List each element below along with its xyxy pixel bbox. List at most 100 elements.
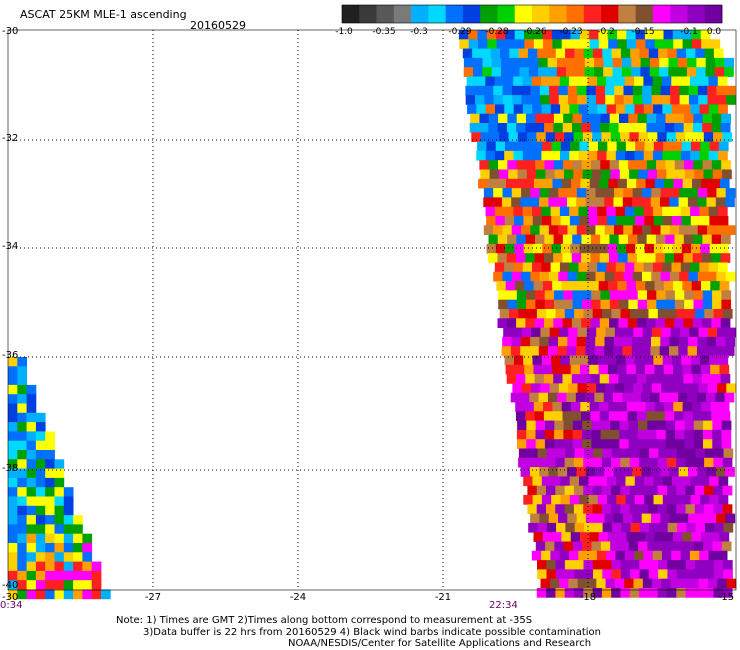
swath-cell bbox=[681, 355, 691, 366]
swath-cell bbox=[722, 309, 733, 319]
swath-cell bbox=[73, 543, 83, 553]
swath-cell bbox=[613, 392, 623, 403]
swath-cell bbox=[35, 580, 46, 590]
swath-cell bbox=[698, 578, 709, 589]
swath-cell bbox=[704, 588, 714, 598]
swath-cell bbox=[657, 560, 668, 570]
swath-cell bbox=[516, 253, 526, 263]
swath-cell bbox=[603, 67, 613, 77]
swath-cell bbox=[712, 439, 722, 449]
swath-cell bbox=[719, 364, 730, 375]
swath-cell bbox=[639, 448, 650, 459]
swath-cell bbox=[614, 383, 625, 394]
swath-cell bbox=[629, 504, 640, 514]
swath-cell bbox=[717, 578, 727, 589]
swath-cell bbox=[596, 327, 606, 338]
swath-cell bbox=[591, 290, 601, 301]
swath-cell bbox=[554, 439, 564, 449]
swath-cell bbox=[523, 355, 533, 366]
swath-cell bbox=[636, 39, 646, 49]
swath-cell bbox=[707, 271, 717, 282]
swath-cell bbox=[659, 57, 669, 68]
swath-cell bbox=[554, 299, 564, 310]
swath-cell bbox=[537, 560, 547, 570]
swath-cell bbox=[491, 57, 502, 68]
swath-cell bbox=[722, 504, 733, 514]
swath-cell bbox=[716, 271, 727, 282]
swath-cell bbox=[611, 569, 622, 580]
swath-cell bbox=[667, 48, 678, 59]
swath-cell bbox=[690, 355, 701, 366]
swath-cell bbox=[690, 216, 701, 226]
swath-cell bbox=[633, 383, 643, 394]
swath-cell bbox=[485, 76, 495, 87]
swath-cell bbox=[676, 485, 686, 496]
swath-cell bbox=[17, 384, 27, 395]
swath-cell bbox=[554, 420, 564, 431]
swath-cell bbox=[550, 104, 561, 115]
swath-cell bbox=[638, 420, 648, 431]
swath-cell bbox=[649, 67, 660, 77]
swath-cell bbox=[602, 309, 612, 319]
swath-cell bbox=[652, 76, 663, 87]
swath-cell bbox=[639, 309, 649, 319]
swath-cell bbox=[605, 327, 616, 338]
swath-cell bbox=[571, 318, 582, 328]
swath-cell bbox=[699, 104, 710, 115]
swath-cell bbox=[607, 532, 618, 542]
swath-cell bbox=[35, 561, 46, 572]
swath-cell bbox=[8, 394, 18, 404]
swath-cell bbox=[630, 560, 640, 570]
swath-cell bbox=[636, 253, 647, 263]
swath-cell bbox=[502, 225, 513, 235]
swath-cell bbox=[516, 290, 527, 301]
swath-cell bbox=[716, 513, 726, 524]
swath-cell bbox=[567, 197, 577, 208]
swath-cell bbox=[546, 569, 557, 580]
swath-cell bbox=[631, 57, 641, 68]
swath-cell bbox=[517, 132, 528, 142]
swath-cell bbox=[724, 67, 734, 77]
swath-cell bbox=[657, 504, 668, 514]
swath-cell bbox=[577, 95, 587, 105]
swath-cell bbox=[686, 522, 696, 533]
swath-cell bbox=[511, 225, 522, 235]
swath-cell bbox=[710, 364, 720, 375]
swath-cell bbox=[532, 216, 543, 226]
colorbar-swatch bbox=[549, 5, 567, 23]
swath-cell bbox=[518, 309, 528, 319]
swath-cell bbox=[534, 318, 545, 328]
swath-cell bbox=[611, 309, 621, 319]
swath-cell bbox=[659, 346, 670, 356]
swath-cell bbox=[516, 234, 527, 245]
swath-cell bbox=[691, 364, 702, 375]
swath-cell bbox=[611, 457, 621, 468]
swath-cell bbox=[638, 169, 649, 180]
swath-cell bbox=[506, 178, 516, 189]
swath-cell bbox=[719, 402, 730, 412]
swath-cell bbox=[493, 85, 503, 96]
swath-cell bbox=[711, 411, 721, 421]
swath-cell bbox=[576, 271, 587, 282]
swath-cell bbox=[551, 216, 561, 226]
swath-cell bbox=[521, 383, 532, 394]
swath-cell bbox=[699, 150, 710, 161]
swath-cell bbox=[703, 132, 714, 142]
swath-cell bbox=[543, 374, 554, 384]
swath-cell bbox=[683, 234, 694, 245]
swath-cell bbox=[498, 169, 509, 180]
swath-cell bbox=[599, 374, 610, 384]
swath-cell bbox=[670, 327, 681, 338]
swath-cell bbox=[623, 188, 634, 198]
swath-cell bbox=[665, 123, 675, 133]
swath-cell bbox=[672, 30, 683, 40]
swath-cell bbox=[593, 569, 603, 580]
swath-cell bbox=[660, 225, 671, 235]
map-title: ASCAT 25KM MLE-1 ascending bbox=[20, 8, 187, 21]
swath-cell bbox=[673, 402, 683, 412]
swath-cell bbox=[35, 496, 46, 507]
swath-cell bbox=[576, 467, 587, 477]
swath-cell bbox=[593, 448, 603, 459]
swath-cell bbox=[546, 588, 556, 598]
swath-cell bbox=[521, 327, 532, 338]
